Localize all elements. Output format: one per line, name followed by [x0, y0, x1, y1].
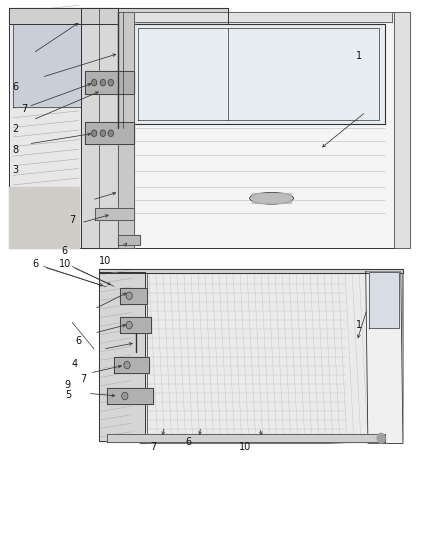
- Polygon shape: [120, 317, 151, 333]
- Polygon shape: [147, 272, 385, 442]
- Text: 6: 6: [33, 259, 39, 269]
- Text: 10: 10: [99, 256, 111, 266]
- Circle shape: [92, 79, 97, 86]
- Circle shape: [92, 130, 97, 136]
- Polygon shape: [120, 288, 147, 304]
- Text: 10: 10: [59, 259, 71, 269]
- Circle shape: [377, 433, 385, 443]
- Circle shape: [124, 361, 130, 369]
- Text: 2: 2: [12, 124, 18, 134]
- Polygon shape: [9, 187, 79, 248]
- Text: 8: 8: [12, 145, 18, 155]
- Ellipse shape: [250, 192, 293, 204]
- Polygon shape: [125, 12, 392, 22]
- Circle shape: [126, 321, 132, 329]
- Text: 7: 7: [21, 104, 27, 114]
- Text: 9: 9: [65, 380, 71, 390]
- Polygon shape: [13, 24, 81, 107]
- Text: 6: 6: [75, 336, 81, 346]
- Polygon shape: [9, 8, 118, 248]
- Polygon shape: [107, 434, 385, 442]
- Text: 7: 7: [80, 375, 86, 384]
- Polygon shape: [118, 12, 134, 248]
- Text: 6: 6: [12, 83, 18, 92]
- Polygon shape: [99, 272, 145, 441]
- Text: 4: 4: [71, 359, 78, 368]
- Polygon shape: [81, 8, 118, 248]
- Polygon shape: [85, 71, 134, 94]
- Polygon shape: [114, 357, 149, 373]
- Polygon shape: [252, 193, 291, 203]
- Text: 10: 10: [239, 442, 251, 451]
- Circle shape: [122, 392, 128, 400]
- Polygon shape: [9, 8, 228, 24]
- Polygon shape: [131, 24, 385, 124]
- Circle shape: [100, 130, 106, 136]
- Polygon shape: [85, 122, 134, 144]
- Text: 6: 6: [185, 438, 191, 447]
- Polygon shape: [366, 272, 403, 443]
- Text: 5: 5: [65, 391, 71, 400]
- Polygon shape: [107, 388, 153, 404]
- Text: 3: 3: [12, 165, 18, 175]
- Circle shape: [126, 292, 132, 300]
- Polygon shape: [394, 12, 410, 248]
- Polygon shape: [118, 235, 140, 245]
- Text: 1: 1: [356, 51, 362, 61]
- Text: 6: 6: [62, 246, 68, 255]
- Polygon shape: [95, 208, 134, 220]
- Text: 7: 7: [69, 215, 75, 224]
- Polygon shape: [0, 269, 438, 533]
- Text: 1: 1: [356, 320, 362, 330]
- Polygon shape: [140, 272, 403, 443]
- Circle shape: [108, 79, 113, 86]
- Polygon shape: [369, 272, 399, 328]
- Polygon shape: [123, 12, 407, 248]
- Circle shape: [108, 130, 113, 136]
- Circle shape: [100, 79, 106, 86]
- Text: 7: 7: [150, 442, 156, 451]
- Polygon shape: [99, 269, 403, 273]
